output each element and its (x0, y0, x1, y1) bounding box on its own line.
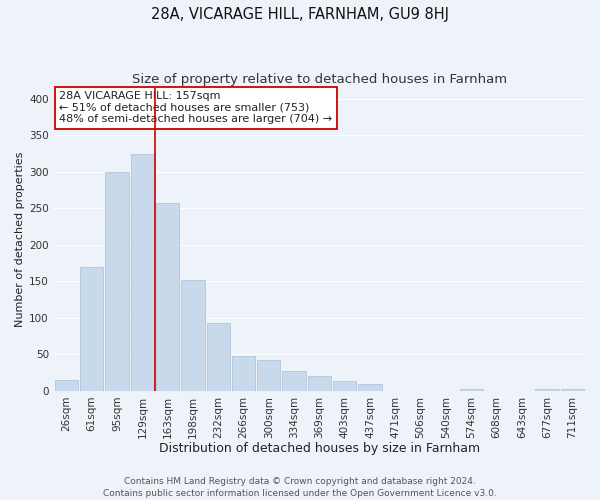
Bar (131, 154, 154, 391)
Text: 28A VICARAGE HILL: 157sqm
← 51% of detached houses are smaller (753)
48% of semi: 28A VICARAGE HILL: 157sqm ← 51% of detac… (59, 91, 332, 124)
Bar (460, 388, 483, 391)
Bar (561, 388, 584, 391)
Bar (181, 280, 205, 391)
Title: Size of property relative to detached houses in Farnham: Size of property relative to detached ho… (132, 72, 507, 86)
Text: Contains HM Land Registry data © Crown copyright and database right 2024.
Contai: Contains HM Land Registry data © Crown c… (103, 476, 497, 498)
X-axis label: Distribution of detached houses by size in Farnham: Distribution of detached houses by size … (159, 442, 480, 455)
Text: 28A, VICARAGE HILL, FARNHAM, GU9 8HJ: 28A, VICARAGE HILL, FARNHAM, GU9 8HJ (151, 8, 449, 22)
Bar (55, 380, 78, 391)
Bar (156, 204, 179, 391)
Y-axis label: Number of detached properties: Number of detached properties (15, 152, 25, 327)
Bar (283, 371, 306, 391)
Bar (106, 172, 128, 391)
Bar (358, 384, 382, 391)
Bar (333, 382, 356, 391)
Bar (80, 267, 103, 391)
Bar (257, 360, 280, 391)
Bar (206, 323, 230, 391)
Bar (232, 356, 255, 391)
Bar (308, 376, 331, 391)
Bar (535, 388, 559, 391)
